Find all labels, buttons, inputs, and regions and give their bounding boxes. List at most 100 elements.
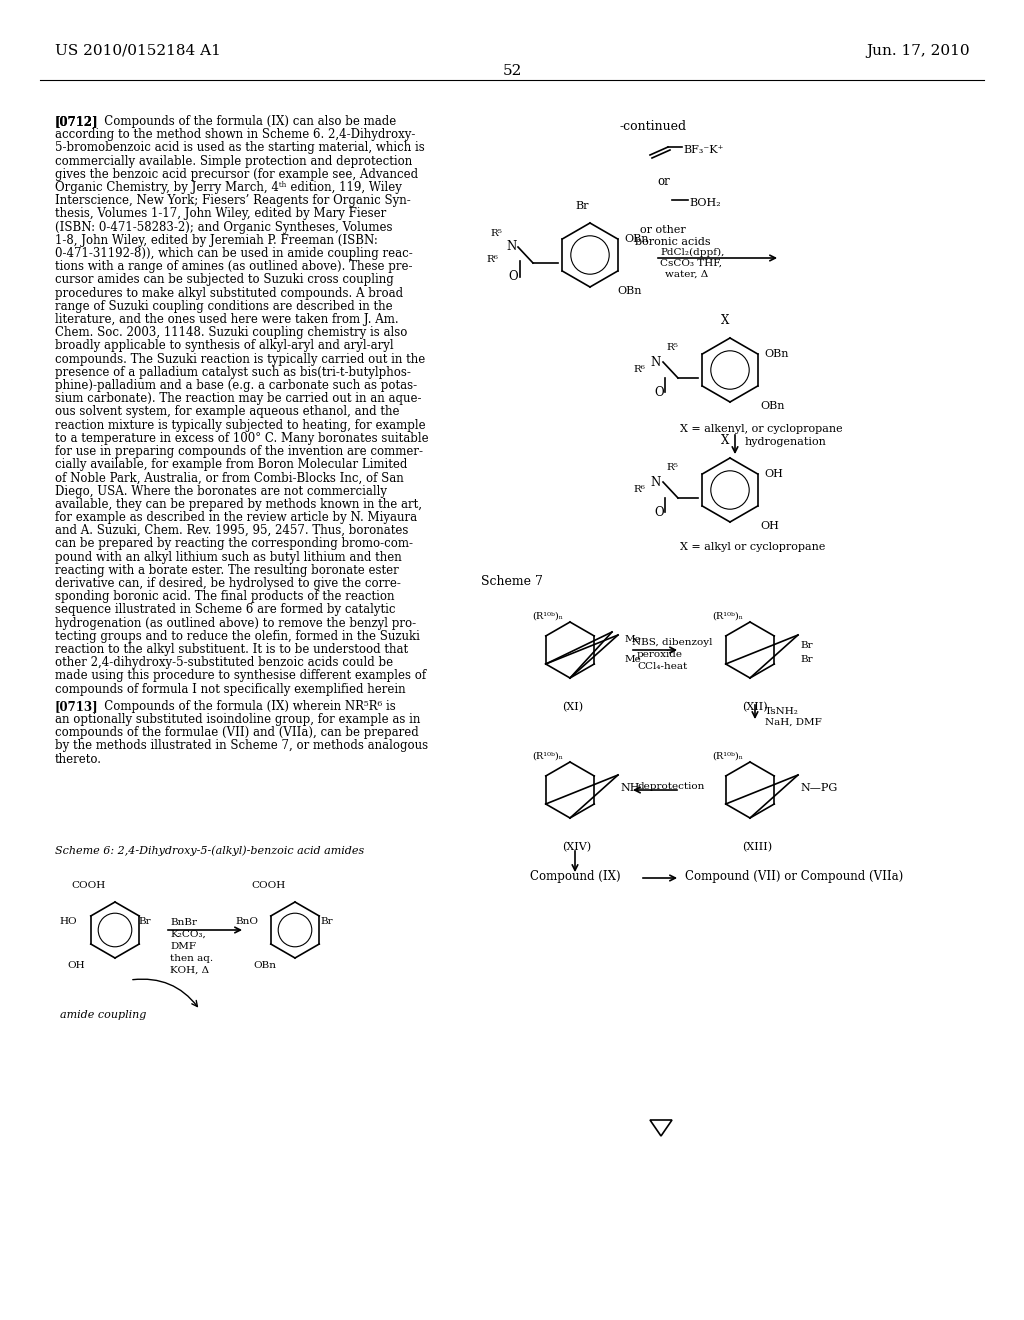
Text: reaction to the alkyl substituent. It is to be understood that: reaction to the alkyl substituent. It is… [55,643,409,656]
Text: gives the benzoic acid precursor (for example see, Advanced: gives the benzoic acid precursor (for ex… [55,168,418,181]
Text: Me: Me [625,656,642,664]
Text: derivative can, if desired, be hydrolysed to give the corre-: derivative can, if desired, be hydrolyse… [55,577,400,590]
Text: Compounds of the formula (IX) can also be made: Compounds of the formula (IX) can also b… [93,115,396,128]
Text: X: X [721,314,729,327]
Text: (XII): (XII) [742,702,768,713]
Text: for example as described in the review article by N. Miyaura: for example as described in the review a… [55,511,417,524]
Text: Compounds of the formula (IX) wherein NR⁵R⁶ is: Compounds of the formula (IX) wherein NR… [93,700,395,713]
Text: [0712]: [0712] [55,115,98,128]
Text: Diego, USA. Where the boronates are not commercially: Diego, USA. Where the boronates are not … [55,484,387,498]
Text: OH: OH [764,469,783,479]
Text: K₂CO₃,: K₂CO₃, [170,931,206,939]
Text: cursor amides can be subjected to Suzuki cross coupling: cursor amides can be subjected to Suzuki… [55,273,394,286]
Text: N—PG: N—PG [800,783,838,793]
Text: an optionally substituted isoindoline group, for example as in: an optionally substituted isoindoline gr… [55,713,421,726]
Text: literature, and the ones used here were taken from J. Am.: literature, and the ones used here were … [55,313,398,326]
Text: PdCl₂(dppf),: PdCl₂(dppf), [660,248,724,257]
Text: BnBr: BnBr [170,917,197,927]
Text: Br: Br [319,916,333,925]
Text: Me: Me [625,635,642,644]
Text: amide coupling: amide coupling [60,1010,146,1020]
Text: Jun. 17, 2010: Jun. 17, 2010 [866,44,970,58]
Text: COOH: COOH [72,880,106,890]
Text: [0713]: [0713] [55,700,98,713]
Text: compounds of the formulae (VII) and (VIIa), can be prepared: compounds of the formulae (VII) and (VII… [55,726,419,739]
Text: 52: 52 [503,63,521,78]
Text: HO: HO [59,916,77,925]
Text: pound with an alkyl lithium such as butyl lithium and then: pound with an alkyl lithium such as buty… [55,550,401,564]
Text: hydrogenation: hydrogenation [745,437,826,447]
Text: (ISBN: 0-471-58283-2); and Organic Syntheses, Volumes: (ISBN: 0-471-58283-2); and Organic Synth… [55,220,392,234]
Text: OBn: OBn [624,234,648,244]
Text: N: N [650,355,660,368]
Text: R⁶: R⁶ [633,486,645,495]
Text: CCl₄-heat: CCl₄-heat [637,663,687,671]
Text: (R¹⁰ᵇ)ₙ: (R¹⁰ᵇ)ₙ [532,752,563,762]
Text: cially available, for example from Boron Molecular Limited: cially available, for example from Boron… [55,458,408,471]
Text: sponding boronic acid. The final products of the reaction: sponding boronic acid. The final product… [55,590,394,603]
Text: BF₃⁻K⁺: BF₃⁻K⁺ [683,145,723,154]
Text: OBn: OBn [617,286,641,296]
Text: US 2010/0152184 A1: US 2010/0152184 A1 [55,44,221,58]
Text: 0-471-31192-8)), which can be used in amide coupling reac-: 0-471-31192-8)), which can be used in am… [55,247,413,260]
Text: (R¹⁰ᵇ)ₙ: (R¹⁰ᵇ)ₙ [532,612,563,620]
Text: X = alkyl or cyclopropane: X = alkyl or cyclopropane [680,543,825,552]
Text: or: or [657,176,670,187]
Text: O: O [654,506,664,519]
Text: Br: Br [800,656,813,664]
Text: sequence illustrated in Scheme 6 are formed by catalytic: sequence illustrated in Scheme 6 are for… [55,603,395,616]
Text: or other: or other [640,224,686,235]
Text: available, they can be prepared by methods known in the art,: available, they can be prepared by metho… [55,498,422,511]
Text: 5-bromobenzoic acid is used as the starting material, which is: 5-bromobenzoic acid is used as the start… [55,141,425,154]
Text: presence of a palladium catalyst such as bis(tri-t-butylphos-: presence of a palladium catalyst such as… [55,366,411,379]
Text: Br: Br [575,201,589,211]
Text: broadly applicable to synthesis of alkyl-aryl and aryl-aryl: broadly applicable to synthesis of alkyl… [55,339,393,352]
Text: R⁵: R⁵ [666,343,678,352]
Text: R⁵: R⁵ [666,463,678,473]
Text: (XI): (XI) [562,702,583,713]
Text: range of Suzuki coupling conditions are described in the: range of Suzuki coupling conditions are … [55,300,392,313]
Text: OH: OH [67,961,85,970]
Text: peroxide: peroxide [637,649,683,659]
Text: NH: NH [620,783,640,793]
Text: thereto.: thereto. [55,752,102,766]
Text: (XIII): (XIII) [742,842,772,853]
Text: Br: Br [800,640,813,649]
Text: NaH, DMF: NaH, DMF [765,718,821,727]
Text: boronic acids: boronic acids [635,238,711,247]
Text: (R¹⁰ᵇ)ₙ: (R¹⁰ᵇ)ₙ [712,752,743,762]
Text: then aq.: then aq. [170,954,213,964]
Text: X: X [721,434,729,447]
Text: and A. Suzuki, Chem. Rev. 1995, 95, 2457. Thus, boronates: and A. Suzuki, Chem. Rev. 1995, 95, 2457… [55,524,409,537]
Text: Interscience, New York; Fiesers’ Reagents for Organic Syn-: Interscience, New York; Fiesers’ Reagent… [55,194,411,207]
Text: sium carbonate). The reaction may be carried out in an aque-: sium carbonate). The reaction may be car… [55,392,422,405]
Text: CsCO₃ THF,: CsCO₃ THF, [660,259,722,268]
Text: commercially available. Simple protection and deprotection: commercially available. Simple protectio… [55,154,413,168]
Text: water, Δ: water, Δ [665,271,709,279]
Text: R⁶: R⁶ [633,366,645,375]
Text: OBn: OBn [253,961,276,970]
Text: Scheme 6: 2,4-Dihydroxy-5-(alkyl)-benzoic acid amides: Scheme 6: 2,4-Dihydroxy-5-(alkyl)-benzoi… [55,845,365,855]
Text: OH: OH [760,521,779,531]
Text: procedures to make alkyl substituted compounds. A broad: procedures to make alkyl substituted com… [55,286,403,300]
Text: [0712]: [0712] [55,115,98,128]
Text: Organic Chemistry, by Jerry March, 4ᵗʰ edition, 119, Wiley: Organic Chemistry, by Jerry March, 4ᵗʰ e… [55,181,401,194]
Text: TsNH₂: TsNH₂ [765,708,799,715]
Text: compounds of formula I not specifically exemplified herein: compounds of formula I not specifically … [55,682,406,696]
Text: R⁵: R⁵ [490,228,502,238]
Text: Scheme 7: Scheme 7 [481,576,543,587]
Text: according to the method shown in Scheme 6. 2,4-Dihydroxy-: according to the method shown in Scheme … [55,128,416,141]
Text: thesis, Volumes 1-17, John Wiley, edited by Mary Fieser: thesis, Volumes 1-17, John Wiley, edited… [55,207,386,220]
Text: R⁶: R⁶ [486,255,498,264]
Text: DMF: DMF [170,942,196,950]
Text: by the methods illustrated in Scheme 7, or methods analogous: by the methods illustrated in Scheme 7, … [55,739,428,752]
Text: deprotection: deprotection [638,781,706,791]
Text: Br: Br [138,916,151,925]
Text: OBn: OBn [764,348,788,359]
Text: KOH, Δ: KOH, Δ [170,966,209,975]
Text: (R¹⁰ᵇ)ₙ: (R¹⁰ᵇ)ₙ [712,612,743,620]
Text: other 2,4-dihydroxy-5-substituted benzoic acids could be: other 2,4-dihydroxy-5-substituted benzoi… [55,656,393,669]
Text: 1-8, John Wiley, edited by Jeremiah P. Freeman (ISBN:: 1-8, John Wiley, edited by Jeremiah P. F… [55,234,378,247]
Text: compounds. The Suzuki reaction is typically carried out in the: compounds. The Suzuki reaction is typica… [55,352,425,366]
Text: phine)-palladium and a base (e.g. a carbonate such as potas-: phine)-palladium and a base (e.g. a carb… [55,379,417,392]
